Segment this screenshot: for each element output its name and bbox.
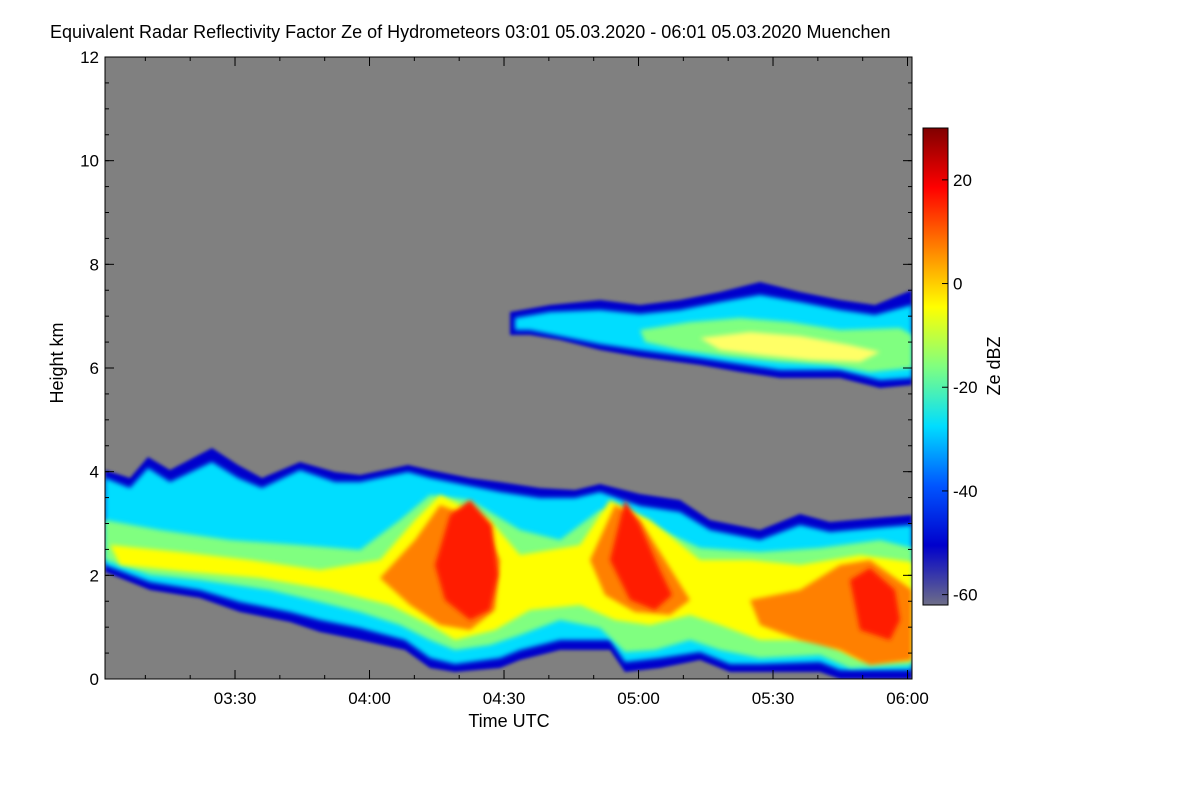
colorbar-tick-label: -20 [953, 378, 978, 397]
chart-title: Equivalent Radar Reflectivity Factor Ze … [50, 22, 891, 42]
y-tick-label: 4 [90, 463, 99, 482]
x-tick-label: 03:30 [214, 689, 257, 708]
x-tick-label: 06:00 [886, 689, 929, 708]
y-tick-label: 6 [90, 359, 99, 378]
x-axis: 03:30 04:00 04:30 05:00 05:30 06:00 [144, 57, 929, 708]
y-tick-label: 0 [90, 670, 99, 689]
y-axis-label: Height km [47, 322, 67, 403]
y-tick-label: 10 [80, 152, 99, 171]
x-tick-label: 04:00 [348, 689, 391, 708]
reflectivity-field [105, 282, 912, 679]
colorbar-tick-label: 0 [953, 275, 962, 294]
colorbar-tick-label: -60 [953, 586, 978, 605]
colorbar-tick-label: 20 [953, 171, 972, 190]
colorbar-ticks: 20 0 -20 -40 -60 [942, 171, 978, 605]
y-tick-label: 12 [80, 48, 99, 67]
colorbar-label: Ze dBZ [984, 336, 1004, 395]
colorbar-tick-label: -40 [953, 482, 978, 501]
y-axis: 0 2 4 6 8 10 12 [80, 48, 912, 689]
upper-layer-yellow [700, 332, 880, 362]
lower-layer-yellow [110, 495, 912, 660]
x-tick-label: 05:00 [617, 689, 660, 708]
x-axis-label: Time UTC [468, 711, 549, 731]
x-tick-label: 04:30 [483, 689, 526, 708]
x-tick-label: 05:30 [752, 689, 795, 708]
y-tick-label: 2 [90, 566, 99, 585]
lower-layer-red [435, 500, 900, 640]
y-tick-label: 8 [90, 255, 99, 274]
colorbar [922, 127, 949, 606]
